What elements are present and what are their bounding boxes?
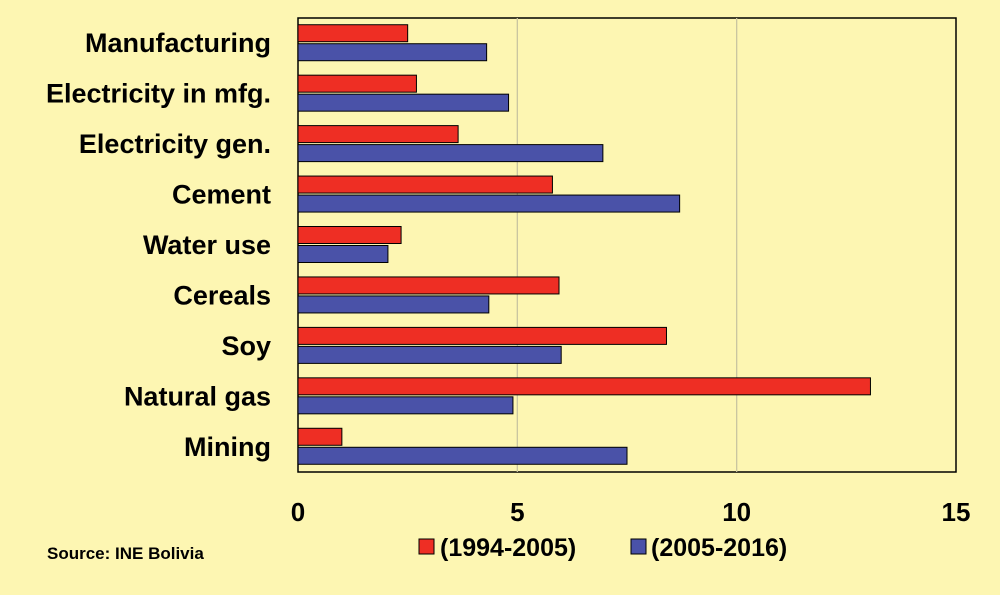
bar-series-2 [297,446,628,465]
category-label: Mining [184,432,271,462]
bar-series-2 [297,194,681,213]
legend-label-series-2: (2005-2016) [651,534,787,562]
category-label: Cement [172,180,271,210]
legend: (1994-2005) (2005-2016) [418,534,787,562]
category-label: Electricity gen. [79,129,271,159]
category-label: Cereals [173,280,271,310]
bar-series-2 [297,144,604,163]
gridlines [516,18,738,472]
legend-swatch-series-1 [418,538,435,555]
x-tick-labels: 0 5 10 15 [291,497,971,527]
bar-series-1 [297,74,417,93]
category-label: Manufacturing [85,28,271,58]
bar-series-1 [297,125,459,144]
bar-series-2 [297,396,514,415]
bar-series-1 [297,326,667,345]
category-label: Soy [221,331,271,361]
bar-series-2 [297,295,490,314]
bar-series-2 [297,93,510,112]
bar-series-1 [297,226,402,244]
bar-series-1 [297,427,343,446]
category-label: Water use [143,230,271,260]
bar-series-1 [297,276,560,295]
bars-group [297,24,871,465]
bar-series-2 [297,43,488,62]
bar-series-1 [297,24,409,43]
legend-swatch-series-2 [630,538,647,555]
x-tick-label: 0 [291,497,305,527]
bar-series-2 [297,345,562,364]
bar-series-1 [297,377,871,396]
category-label: Electricity in mfg. [46,79,271,109]
category-labels: Manufacturing Electricity in mfg. Electric… [46,28,271,462]
bar-series-1 [297,175,553,194]
category-label: Natural gas [124,381,271,411]
x-tick-label: 10 [722,497,751,527]
source-note: Source: INE Bolivia [47,544,204,563]
x-tick-label: 5 [510,497,524,527]
x-tick-label: 15 [942,497,971,527]
legend-label-series-1: (1994-2005) [440,534,576,562]
bar-series-2 [297,245,389,263]
